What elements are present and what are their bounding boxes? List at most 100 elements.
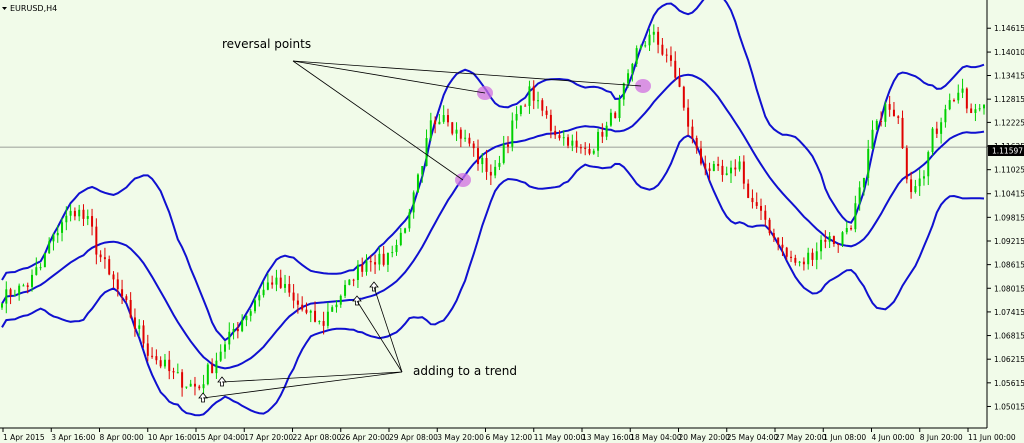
candle <box>348 279 351 286</box>
candle <box>785 246 788 260</box>
candle <box>404 227 407 234</box>
candle <box>931 127 934 156</box>
candle <box>35 257 38 276</box>
candle <box>935 121 938 139</box>
candle <box>927 150 930 186</box>
candle <box>798 260 801 267</box>
time-tick-label: 29 Apr 08:00 <box>389 433 438 442</box>
candle <box>369 255 372 272</box>
candle <box>618 94 621 122</box>
candle <box>121 279 124 305</box>
candle <box>541 98 544 117</box>
candle <box>592 148 595 155</box>
candle <box>451 121 454 136</box>
candle <box>588 143 591 156</box>
candle <box>279 269 282 289</box>
candle <box>31 269 34 292</box>
candle <box>481 153 484 173</box>
candle <box>262 281 265 298</box>
candle <box>494 160 497 179</box>
candle <box>678 67 681 88</box>
candle <box>665 48 668 63</box>
candle <box>438 113 441 125</box>
candle <box>854 195 857 233</box>
candle <box>875 119 878 131</box>
candle <box>910 171 913 199</box>
candle <box>957 84 960 104</box>
candle <box>940 117 943 144</box>
candle <box>344 280 347 299</box>
price-tick-label: 1.12225 <box>994 118 1024 127</box>
candle <box>245 315 248 327</box>
price-tick-label: 1.05615 <box>994 379 1024 388</box>
price-tick-label: 1.05015 <box>994 402 1024 411</box>
time-tick-label: 15 Apr 04:00 <box>196 433 245 442</box>
candle <box>326 302 329 329</box>
candle <box>717 156 720 171</box>
candle <box>91 208 94 236</box>
candle <box>549 109 552 139</box>
candle <box>9 287 12 305</box>
time-tick-label: 10 Apr 16:00 <box>148 433 197 442</box>
candle <box>95 218 98 265</box>
candle <box>892 101 895 117</box>
candle <box>738 155 741 172</box>
candle <box>468 133 471 147</box>
candle <box>768 217 771 236</box>
time-tick-label: 27 May 20:00 <box>775 433 827 442</box>
candle <box>459 127 462 148</box>
candle <box>476 139 479 171</box>
candle <box>125 294 128 303</box>
time-tick-label: 11 Jun 00:00 <box>968 433 1016 442</box>
time-tick-label: 13 May 16:00 <box>582 433 634 442</box>
candle <box>888 95 891 117</box>
candle <box>361 257 364 277</box>
time-tick-label: 3 Apr 16:00 <box>51 433 95 442</box>
candle <box>335 300 338 313</box>
up-arrow-icon <box>198 392 208 403</box>
price-tick-label: 1.11025 <box>994 166 1024 175</box>
candle <box>425 129 428 167</box>
time-tick-label: 18 May 04:00 <box>630 433 682 442</box>
time-tick-label: 8 Jun 20:00 <box>920 433 963 442</box>
candle <box>86 209 89 226</box>
candle <box>652 24 655 43</box>
candle <box>635 45 638 67</box>
candle <box>61 217 64 242</box>
candle <box>485 149 488 180</box>
candle <box>322 311 325 335</box>
candle <box>69 204 72 222</box>
time-tick-label: 8 Apr 00:00 <box>100 433 144 442</box>
candle <box>52 232 55 251</box>
candle <box>254 297 257 314</box>
candle <box>176 363 179 374</box>
candle <box>897 115 900 124</box>
candle <box>228 322 231 350</box>
price-tick-label: 1.06215 <box>994 355 1024 364</box>
candle <box>905 145 908 184</box>
candle <box>862 177 865 196</box>
candle <box>331 305 334 313</box>
price-tick-label: 1.06815 <box>994 332 1024 341</box>
candle <box>948 93 951 111</box>
current-price-badge: 1.11597 <box>988 145 1024 156</box>
candle <box>146 334 149 362</box>
upper-band <box>1 0 985 342</box>
candle <box>794 254 797 266</box>
candle <box>914 179 917 194</box>
time-tick-label: 17 Apr 20:00 <box>244 433 293 442</box>
candle <box>301 296 304 312</box>
candle <box>609 108 612 127</box>
candle <box>884 101 887 127</box>
candle <box>446 108 449 127</box>
candle <box>712 160 715 172</box>
candle <box>352 278 355 287</box>
candle <box>498 155 501 171</box>
candle <box>983 104 985 115</box>
time-tick-label: 22 Apr 08:00 <box>293 433 342 442</box>
symbol-arrow-icon <box>2 7 7 10</box>
candle <box>236 322 239 339</box>
candle <box>554 125 557 139</box>
candle <box>669 46 672 67</box>
